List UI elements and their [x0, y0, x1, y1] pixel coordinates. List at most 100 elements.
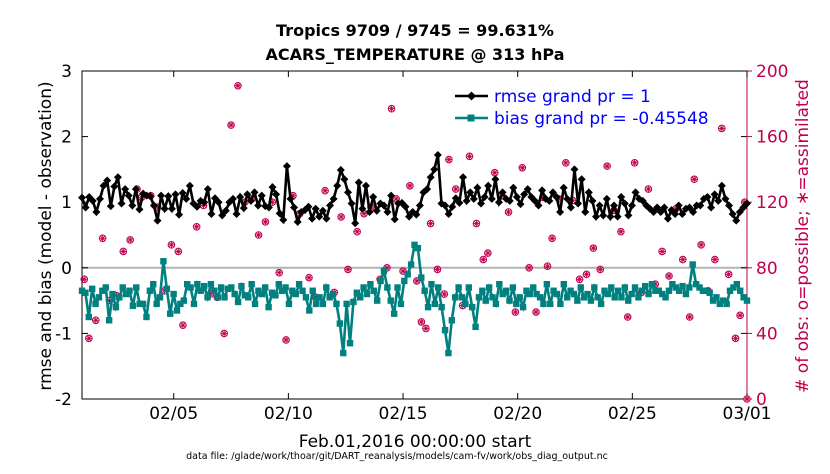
- obs-possible-marker: [504, 208, 513, 216]
- rmse-marker: [361, 181, 370, 190]
- rmse-marker: [117, 199, 126, 208]
- bias-marker: [601, 287, 608, 294]
- obs-assimilated-marker: [473, 220, 480, 227]
- obs-possible-marker: [717, 124, 726, 133]
- bias-marker: [597, 300, 605, 308]
- bias-marker: [452, 294, 459, 301]
- rmse-marker: [703, 192, 712, 201]
- bias-marker: [401, 277, 408, 285]
- rmse-marker: [157, 191, 166, 200]
- obs-possible-marker: [543, 262, 552, 270]
- rmse-marker: [336, 166, 345, 175]
- rmse-marker: [480, 192, 489, 201]
- bias-marker: [336, 320, 344, 327]
- bias-marker: [309, 287, 316, 294]
- rmse-marker: [88, 196, 97, 205]
- obs-assimilated-marker: [555, 195, 563, 203]
- rmse-marker: [696, 201, 705, 210]
- y-right-tick-label: 200: [756, 62, 788, 82]
- obs-possible-marker: [417, 318, 426, 326]
- obs-assimilated-marker: [512, 308, 519, 316]
- rmse-marker: [351, 219, 360, 228]
- bias-marker: [462, 300, 469, 308]
- obs-possible-marker: [623, 313, 632, 321]
- bias-marker: [706, 289, 713, 296]
- bias-marker: [360, 284, 367, 291]
- rmse-marker: [200, 198, 209, 207]
- bias-marker: [183, 281, 191, 288]
- rmse-marker: [728, 210, 737, 219]
- rmse-marker: [534, 201, 543, 210]
- obs-assimilated-marker: [441, 290, 448, 298]
- rmse-marker: [167, 204, 176, 213]
- rmse-marker: [469, 194, 478, 203]
- obs-assimilated-marker: [445, 156, 453, 163]
- rmse-marker: [509, 183, 518, 192]
- obs-assimilated-marker: [168, 241, 175, 249]
- obs-possible-marker: [399, 267, 407, 275]
- rmse-marker: [214, 198, 223, 207]
- rmse-marker: [714, 196, 723, 205]
- obs-possible-marker: [321, 186, 329, 195]
- bias-marker: [465, 284, 472, 291]
- bias-marker: [587, 297, 595, 304]
- obs-assimilated-marker: [337, 213, 345, 221]
- rmse-marker: [581, 208, 590, 217]
- bias-marker: [133, 284, 140, 291]
- bias-marker: [231, 290, 238, 298]
- y-left-tick-label: 0: [61, 259, 72, 279]
- obs-assimilated-marker: [679, 256, 686, 263]
- obs-possible-marker: [518, 163, 527, 172]
- obs-assimilated-marker: [81, 276, 88, 283]
- bias-marker: [312, 300, 320, 308]
- obs-assimilated-marker: [234, 82, 242, 89]
- bias-marker: [645, 290, 652, 298]
- bias-marker: [499, 290, 506, 298]
- bias-marker: [139, 300, 147, 308]
- bias-marker: [696, 284, 703, 291]
- bias-marker: [509, 284, 517, 291]
- bias-marker: [669, 281, 676, 288]
- bias-marker: [485, 284, 493, 291]
- rmse-marker: [570, 165, 579, 174]
- obs-possible-marker: [234, 81, 242, 90]
- bias-marker: [384, 284, 391, 291]
- rmse-marker: [207, 210, 216, 219]
- bias-marker: [109, 290, 116, 298]
- rmse-marker: [175, 210, 184, 219]
- rmse-marker: [365, 208, 374, 217]
- bias-marker: [580, 294, 588, 301]
- rmse-marker: [239, 204, 248, 213]
- rmse-marker: [318, 206, 327, 215]
- rmse-marker: [606, 212, 615, 221]
- rmse-marker: [185, 181, 194, 190]
- rmse-marker: [412, 210, 421, 219]
- bias-marker: [489, 294, 496, 301]
- bias-marker: [604, 290, 612, 298]
- obs-assimilated-marker: [624, 313, 631, 321]
- rmse-marker: [426, 173, 435, 182]
- obs-possible-marker: [426, 219, 435, 228]
- obs-possible-marker: [617, 227, 625, 236]
- obs-possible-marker: [472, 219, 481, 228]
- rmse-marker: [390, 215, 399, 224]
- rmse-marker: [466, 188, 475, 197]
- bias-marker: [502, 287, 510, 294]
- y-left-tick-label: -1: [55, 324, 72, 344]
- bias-marker: [570, 290, 578, 298]
- bias-marker: [204, 294, 211, 301]
- obs-assimilated-marker: [220, 330, 228, 337]
- obs-possible-marker: [98, 234, 107, 243]
- obs-possible-marker: [387, 104, 396, 113]
- obs-possible-marker: [665, 272, 673, 280]
- bias-marker: [200, 282, 208, 290]
- rmse-marker: [430, 165, 439, 174]
- rmse-marker: [577, 175, 586, 184]
- bias-marker: [475, 294, 483, 301]
- obs-assimilated-marker: [406, 182, 414, 189]
- bias-marker: [82, 289, 89, 296]
- bias-marker: [340, 349, 347, 357]
- obs-assimilated-marker: [484, 249, 492, 257]
- rmse-marker: [725, 201, 734, 210]
- bias-marker: [177, 300, 184, 308]
